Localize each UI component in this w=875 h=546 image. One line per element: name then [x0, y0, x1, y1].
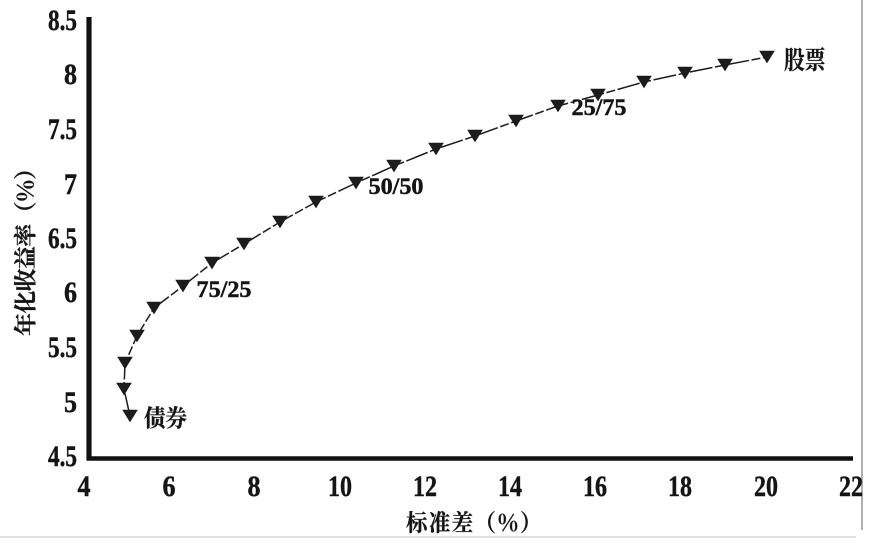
- svg-text:8.5: 8.5: [48, 4, 77, 37]
- svg-text:16: 16: [583, 470, 607, 503]
- svg-text:12: 12: [413, 470, 437, 503]
- svg-text:5.5: 5.5: [48, 331, 77, 364]
- svg-text:10: 10: [328, 470, 352, 503]
- svg-text:7.5: 7.5: [48, 113, 77, 146]
- svg-text:6: 6: [64, 276, 77, 309]
- svg-text:75/25: 75/25: [197, 277, 252, 302]
- svg-text:20: 20: [754, 470, 778, 503]
- svg-text:22: 22: [839, 470, 863, 503]
- svg-text:4: 4: [78, 470, 91, 503]
- svg-text:6: 6: [163, 470, 176, 503]
- svg-text:7: 7: [64, 168, 77, 201]
- svg-text:14: 14: [498, 470, 522, 503]
- svg-text:18: 18: [668, 470, 692, 503]
- svg-text:8: 8: [64, 58, 77, 91]
- svg-text:4.5: 4.5: [48, 440, 77, 473]
- svg-text:50/50: 50/50: [369, 174, 424, 199]
- svg-text:6.5: 6.5: [48, 222, 77, 255]
- svg-text:25/75: 25/75: [572, 95, 627, 120]
- svg-text:8: 8: [248, 470, 261, 503]
- svg-text:5: 5: [64, 386, 77, 419]
